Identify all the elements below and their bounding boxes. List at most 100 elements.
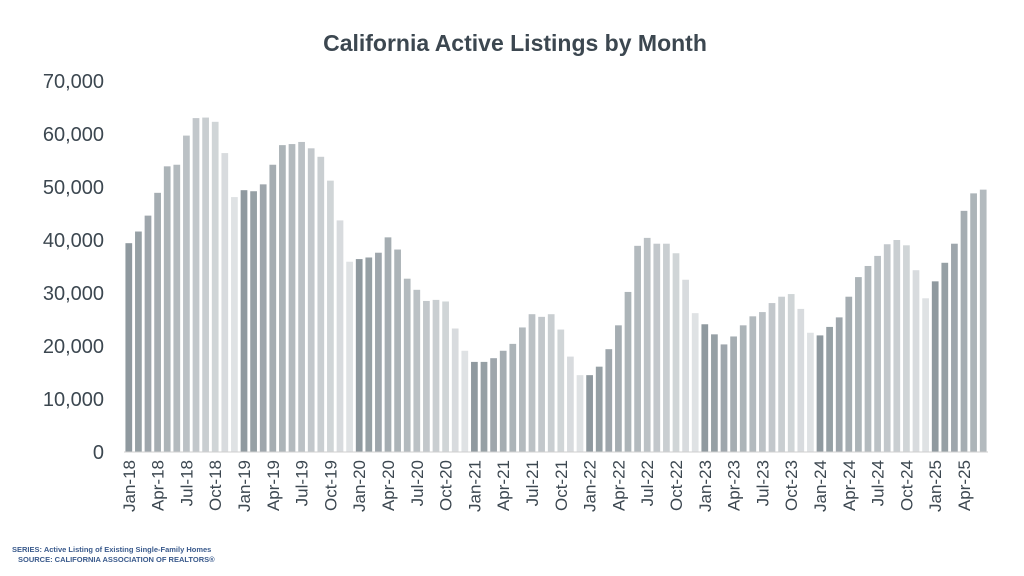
x-tick-label: Jul-23 [753, 460, 772, 506]
bar-Aug-22 [653, 243, 661, 452]
bar-Oct-18 [211, 121, 219, 452]
bar-May-24 [855, 277, 862, 452]
bar-Aug-19 [307, 148, 315, 452]
bar-Aug-24 [883, 244, 891, 452]
bar-Oct-22 [672, 253, 680, 452]
y-tick-label: 20,000 [43, 336, 104, 358]
bar-Sep-24 [893, 240, 901, 452]
x-tick-label: Oct-24 [897, 460, 916, 511]
bar-Feb-18 [135, 231, 142, 452]
bar-series [125, 117, 987, 453]
bar-Feb-21 [480, 361, 488, 452]
bar-May-25 [970, 193, 977, 453]
bar-Sep-23 [778, 296, 785, 452]
bar-Aug-23 [768, 303, 776, 452]
x-tick-label: Oct-21 [552, 460, 571, 511]
bar-May-19 [279, 145, 286, 452]
bar-Sep-21 [547, 314, 555, 452]
x-tick-label: Oct-22 [667, 460, 686, 511]
y-tick-label: 70,000 [43, 71, 104, 93]
bar-Mar-20 [375, 252, 382, 452]
y-tick-label: 30,000 [43, 283, 104, 305]
bar-Jan-24 [816, 335, 824, 452]
bar-May-20 [394, 249, 401, 452]
bar-May-22 [624, 291, 632, 452]
x-tick-label: Oct-18 [206, 460, 225, 511]
bar-Dec-21 [576, 375, 584, 452]
x-tick-label: Jan-18 [120, 460, 139, 512]
bar-Nov-23 [797, 308, 805, 452]
bar-Feb-24 [826, 326, 833, 452]
bar-Oct-23 [787, 294, 795, 452]
bar-Nov-21 [567, 356, 574, 452]
x-tick-label: Jul-24 [869, 460, 888, 506]
x-tick-label: Oct-20 [437, 460, 456, 511]
x-tick-label: Apr-19 [264, 460, 283, 511]
bar-May-18 [163, 166, 171, 452]
bar-Mar-23 [720, 344, 728, 452]
bar-Aug-18 [192, 118, 200, 452]
x-axis-ticks: Jan-18 Apr-18 Jul-18 Oct-18 Jan-19 Apr-19 Jul-… [120, 460, 974, 512]
x-tick-label: Apr-18 [149, 460, 168, 511]
bar-Mar-21 [490, 358, 497, 452]
x-tick-label: Oct-19 [321, 460, 340, 511]
x-tick-label: Apr-23 [725, 460, 744, 511]
bar-Mar-19 [259, 184, 267, 452]
bar-Apr-21 [499, 350, 507, 452]
bar-Dec-20 [461, 350, 469, 452]
bar-Jul-20 [413, 289, 421, 452]
bar-Sep-18 [202, 117, 209, 452]
bar-Oct-24 [903, 245, 910, 452]
bar-Apr-25 [960, 210, 968, 452]
x-tick-label: Apr-22 [609, 460, 628, 511]
x-tick-label: Jan-21 [465, 460, 484, 512]
bar-Jun-18 [173, 164, 181, 453]
x-tick-label: Jul-20 [408, 460, 427, 506]
bar-Oct-21 [557, 329, 565, 452]
bar-May-21 [509, 343, 517, 452]
bar-Aug-20 [423, 300, 430, 452]
x-tick-label: Oct-23 [782, 460, 801, 511]
bar-Jan-22 [586, 375, 593, 452]
bar-Nov-18 [221, 153, 229, 452]
bar-Jan-21 [471, 361, 478, 452]
bar-Mar-22 [605, 349, 613, 452]
bar-Feb-22 [595, 366, 603, 452]
x-tick-label: Apr-21 [494, 460, 513, 511]
bar-Jan-25 [931, 281, 939, 452]
bar-Oct-20 [442, 301, 449, 452]
bar-Apr-20 [384, 237, 392, 452]
bar-Nov-24 [912, 270, 920, 452]
bar-Feb-25 [941, 262, 949, 452]
series-footnote: SERIES: Active Listing of Existing Singl… [12, 545, 212, 554]
bar-Nov-20 [451, 328, 459, 452]
bar-Jun-20 [403, 278, 411, 452]
x-tick-label: Apr-25 [955, 460, 974, 511]
bar-Feb-19 [250, 191, 257, 453]
x-tick-label: Jan-19 [235, 460, 254, 512]
bar-Sep-19 [317, 156, 325, 453]
y-tick-label: 40,000 [43, 230, 104, 252]
bar-Dec-18 [231, 197, 238, 452]
bar-Apr-24 [845, 296, 853, 452]
x-tick-label: Jan-22 [581, 460, 600, 512]
bar-Dec-19 [346, 261, 353, 452]
bar-Jun-22 [634, 245, 641, 452]
bar-Jan-23 [701, 324, 709, 452]
bar-Nov-19 [336, 220, 344, 452]
y-tick-label: 50,000 [43, 177, 104, 199]
bar-Jun-21 [519, 327, 526, 452]
bar-Apr-23 [730, 336, 737, 452]
bar-Apr-19 [269, 164, 277, 453]
bar-Mar-25 [951, 243, 958, 452]
bar-Oct-19 [327, 180, 334, 452]
y-tick-label: 10,000 [43, 389, 104, 411]
bar-Jan-19 [240, 190, 248, 452]
bar-Dec-23 [807, 332, 814, 452]
x-tick-label: Jul-19 [293, 460, 312, 506]
bar-Jun-25 [979, 189, 987, 452]
x-tick-label: Jul-18 [177, 460, 196, 506]
bar-Jul-22 [643, 237, 651, 452]
bar-Apr-22 [615, 325, 622, 452]
bar-Feb-23 [711, 334, 718, 452]
